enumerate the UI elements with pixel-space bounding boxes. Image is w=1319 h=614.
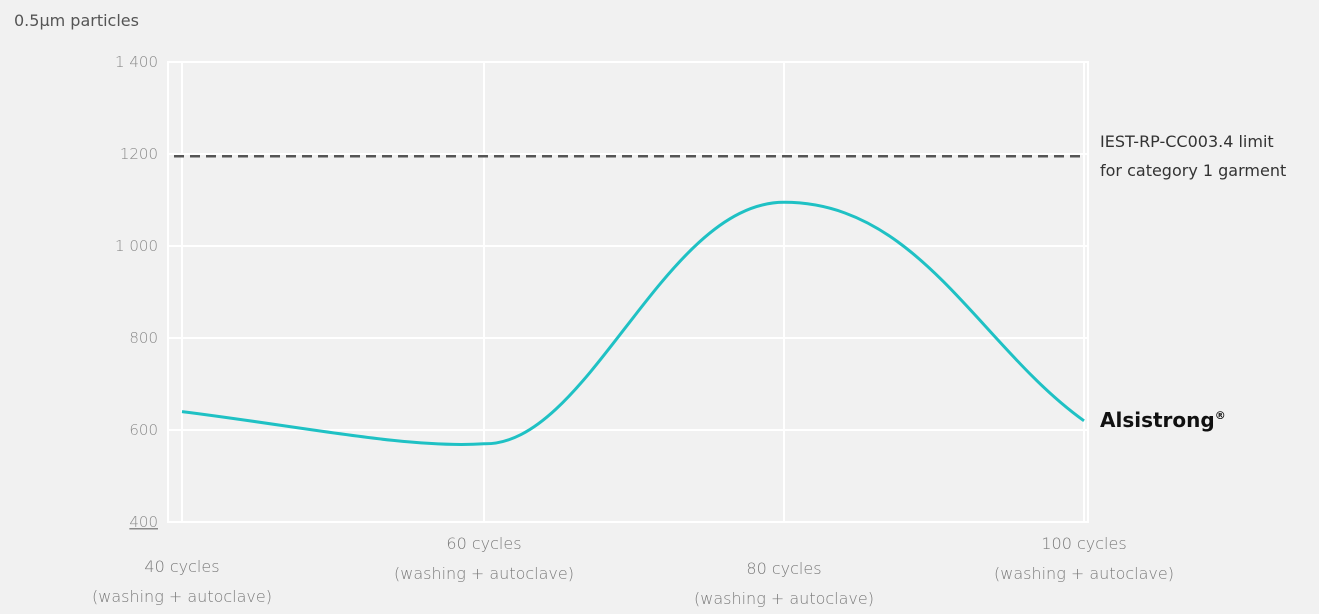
series-name: Alsistrong (1100, 408, 1215, 432)
x-tick-label-line1: 60 cycles (446, 534, 521, 553)
x-tick-label-line1: 80 cycles (746, 559, 821, 578)
y-tick-label: 1200 (120, 145, 158, 163)
y-tick-label: 600 (129, 421, 158, 439)
grid (167, 61, 1089, 523)
plot-frame (167, 61, 1089, 523)
x-tick-label-line2: (washing + autoclave) (92, 587, 272, 606)
y-tick-label: 1 400 (115, 53, 158, 71)
x-tick-label-line1: 100 cycles (1041, 534, 1126, 553)
series-line-alsistrong (181, 200, 1085, 447)
reference-label-line1: IEST-RP-CC003.4 limit (1100, 132, 1274, 151)
y-tick-label: 400 (129, 513, 158, 531)
series-trademark: ® (1215, 409, 1226, 422)
y-tick-label: 800 (129, 329, 158, 347)
reference-label-line2: for category 1 garment (1100, 161, 1286, 180)
x-tick-label-line2: (washing + autoclave) (394, 564, 574, 583)
x-tick-label-line2: (washing + autoclave) (994, 564, 1174, 583)
series-label-alsistrong: Alsistrong® (1100, 408, 1226, 432)
y-tick-label: 1 000 (115, 237, 158, 255)
x-tick-label-line1: 40 cycles (144, 557, 219, 576)
y-axis-label: 0.5µm particles (14, 11, 139, 30)
y-axis-ticks: 1 400 1200 1 000 800 600 400 (115, 53, 158, 531)
x-axis-ticks: 40 cycles (washing + autoclave) 60 cycles (… (92, 534, 1174, 608)
x-tick-label-line2: (washing + autoclave) (694, 589, 874, 608)
